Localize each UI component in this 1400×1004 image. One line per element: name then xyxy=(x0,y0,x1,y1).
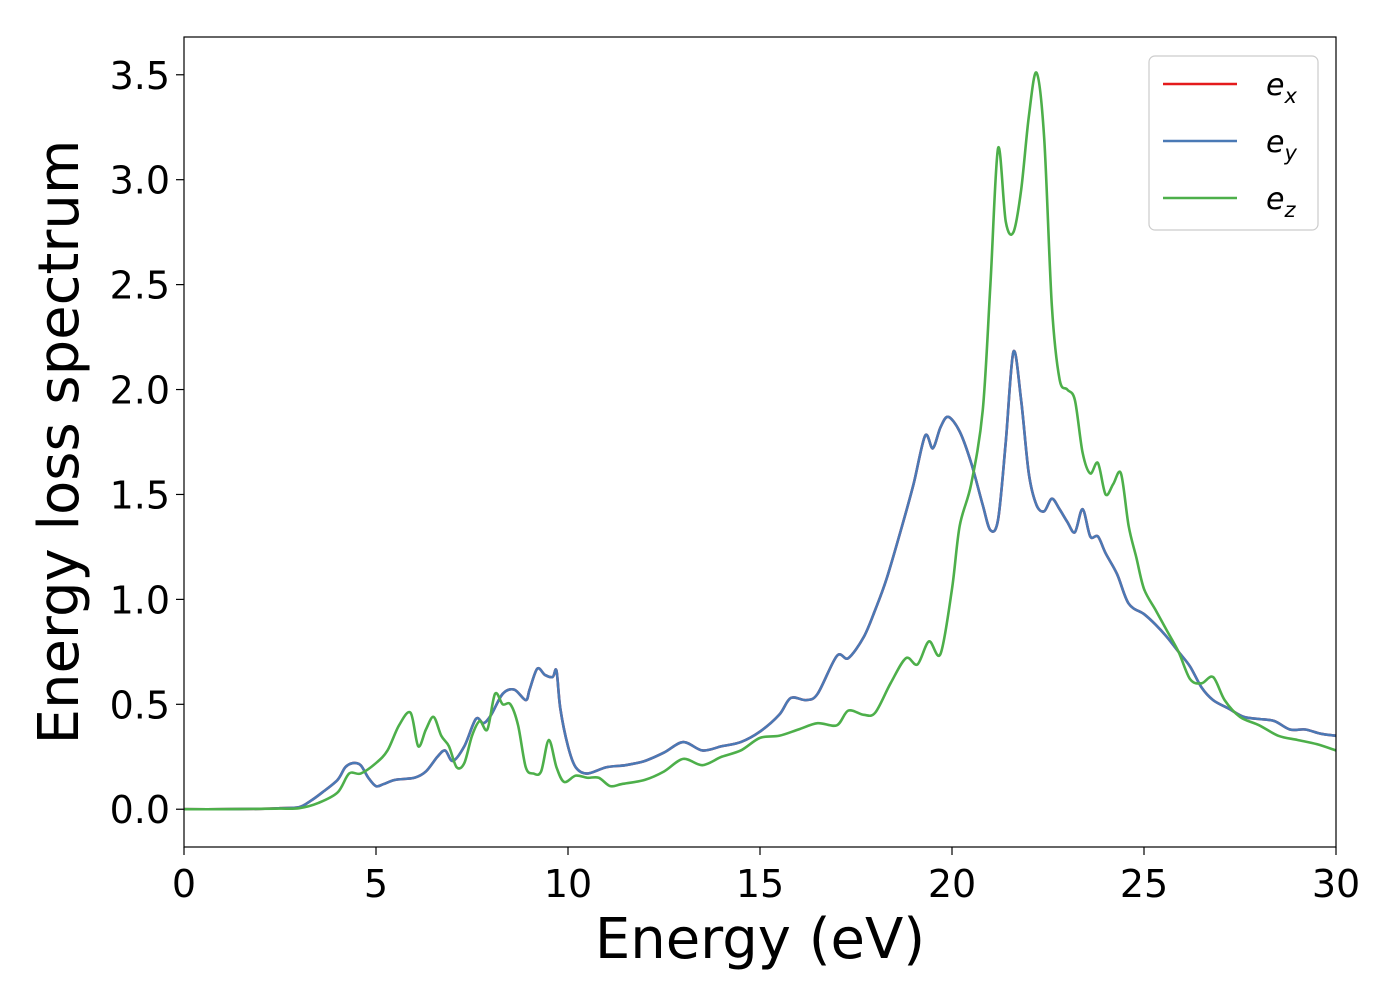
x-tick-label: 10 xyxy=(544,862,592,906)
x-tick-label: 30 xyxy=(1312,862,1360,906)
x-tick-label: 0 xyxy=(172,862,196,906)
x-axis-label: Energy (eV) xyxy=(595,907,925,972)
series-line-z xyxy=(184,71,1336,811)
x-tick-label: 25 xyxy=(1120,862,1168,906)
legend-box xyxy=(1148,55,1319,231)
y-tick-label: 2.5 xyxy=(110,264,170,308)
y-tick-label: 2.0 xyxy=(110,369,170,413)
y-tick-label: 3.0 xyxy=(110,159,170,203)
x-tick-label: 20 xyxy=(928,862,976,906)
y-axis-label: Energy loss spectrum xyxy=(27,140,92,745)
y-tick-label: 3.5 xyxy=(110,54,170,98)
legend-label-y: ey xyxy=(1266,125,1297,165)
legend: ex ey ez xyxy=(1148,55,1319,231)
y-tick-label: 1.0 xyxy=(110,578,170,622)
y-tick-label: 0.5 xyxy=(110,683,170,727)
legend-label-x: ex xyxy=(1266,68,1297,108)
axis-ticks: 0 5 10 15 20 25 30 0.0 0.5 1.0 1.5 2.0 2.5 3.0 3.5 xyxy=(110,54,1361,906)
series-layer xyxy=(184,71,1336,811)
y-tick-label: 1.5 xyxy=(110,473,170,517)
x-tick-label: 5 xyxy=(364,862,388,906)
series-line-x xyxy=(184,349,1336,811)
y-tick-label: 0.0 xyxy=(110,788,170,832)
x-tick-label: 15 xyxy=(736,862,784,906)
legend-label-z: ez xyxy=(1266,182,1296,222)
series-line-y xyxy=(184,349,1336,811)
